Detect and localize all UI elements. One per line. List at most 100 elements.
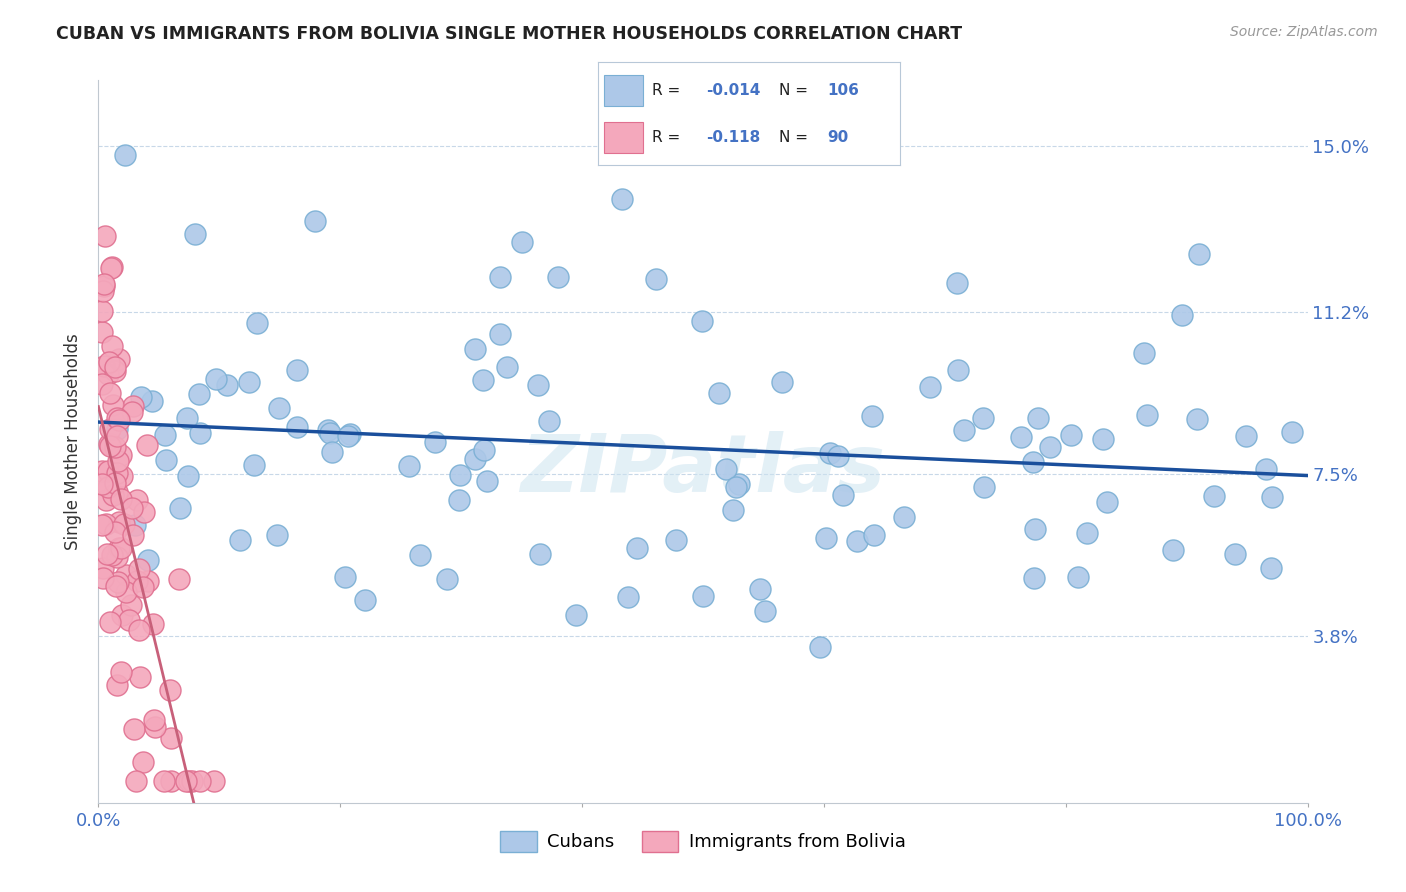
Point <box>1132 346 1154 360</box>
Point <box>91 517 114 532</box>
Point <box>118 613 141 627</box>
Point <box>1281 425 1303 439</box>
Point <box>893 510 915 524</box>
Point <box>91 285 114 299</box>
Y-axis label: Single Mother Households: Single Mother Households <box>65 334 83 549</box>
Point <box>202 773 225 788</box>
Point <box>714 461 737 475</box>
Text: 90: 90 <box>827 130 849 145</box>
Point <box>238 375 260 389</box>
Point <box>177 469 200 483</box>
Point <box>122 527 145 541</box>
Point <box>1161 543 1184 558</box>
Point <box>160 773 183 788</box>
Point <box>266 528 288 542</box>
Text: Source: ZipAtlas.com: Source: ZipAtlas.com <box>1230 25 1378 39</box>
Point <box>547 270 569 285</box>
Point <box>449 468 471 483</box>
Point <box>1039 440 1062 454</box>
Point <box>96 547 118 561</box>
Point <box>132 505 155 519</box>
Point <box>337 429 360 443</box>
Point <box>495 359 517 374</box>
Point <box>136 553 159 567</box>
Point <box>1223 547 1246 561</box>
Point <box>946 363 969 377</box>
Point <box>228 533 250 548</box>
Point <box>304 214 326 228</box>
Point <box>91 326 114 340</box>
Point <box>125 574 148 589</box>
Point <box>1024 522 1046 536</box>
Text: CUBAN VS IMMIGRANTS FROM BOLIVIA SINGLE MOTHER HOUSEHOLDS CORRELATION CHART: CUBAN VS IMMIGRANTS FROM BOLIVIA SINGLE … <box>56 25 962 43</box>
Point <box>124 722 146 736</box>
Point <box>269 401 291 415</box>
Point <box>321 445 343 459</box>
Point <box>832 488 855 502</box>
Text: R =: R = <box>652 83 685 97</box>
Point <box>409 548 432 562</box>
Point <box>121 399 143 413</box>
Legend: Cubans, Immigrants from Bolivia: Cubans, Immigrants from Bolivia <box>494 823 912 859</box>
Point <box>181 773 204 788</box>
Point <box>1022 571 1045 585</box>
Point <box>845 534 868 549</box>
Point <box>91 571 114 585</box>
Point <box>188 426 211 441</box>
Point <box>142 616 165 631</box>
Text: N =: N = <box>779 130 813 145</box>
Point <box>104 364 127 378</box>
Point <box>449 493 471 508</box>
Point <box>818 446 841 460</box>
Point <box>127 493 149 508</box>
Point <box>153 773 176 788</box>
Point <box>464 452 486 467</box>
Bar <box>603 122 643 153</box>
Point <box>101 488 124 502</box>
Point <box>1022 455 1045 469</box>
Point <box>103 475 125 490</box>
Point <box>101 549 124 563</box>
Point <box>101 339 124 353</box>
Point <box>98 615 121 629</box>
Point <box>98 439 121 453</box>
Point <box>862 528 884 542</box>
Point <box>93 279 115 293</box>
Point <box>107 453 129 467</box>
Point <box>91 464 114 478</box>
Point <box>285 419 308 434</box>
Point <box>114 147 136 161</box>
Point <box>97 464 120 478</box>
Point <box>205 372 228 386</box>
Point <box>436 572 458 586</box>
Point <box>145 719 167 733</box>
Point <box>105 411 128 425</box>
Point <box>316 423 339 437</box>
Point <box>177 773 200 788</box>
Point <box>104 440 127 454</box>
Point <box>124 517 146 532</box>
Bar <box>603 75 643 105</box>
Point <box>108 351 131 366</box>
Text: -0.118: -0.118 <box>706 130 761 145</box>
Point <box>1188 247 1211 261</box>
Point <box>709 385 731 400</box>
Point <box>285 363 308 377</box>
Point <box>107 413 129 427</box>
Point <box>110 541 132 555</box>
Point <box>721 503 744 517</box>
Point <box>973 480 995 494</box>
Point <box>91 304 114 318</box>
Point <box>398 459 420 474</box>
Point <box>105 422 128 436</box>
Point <box>155 453 177 467</box>
Point <box>1060 428 1083 442</box>
Point <box>105 579 128 593</box>
Point <box>129 670 152 684</box>
Point <box>159 683 181 698</box>
Point <box>110 448 132 462</box>
Point <box>160 731 183 745</box>
Point <box>188 387 211 401</box>
Point <box>1185 412 1208 426</box>
Point <box>1234 429 1257 443</box>
